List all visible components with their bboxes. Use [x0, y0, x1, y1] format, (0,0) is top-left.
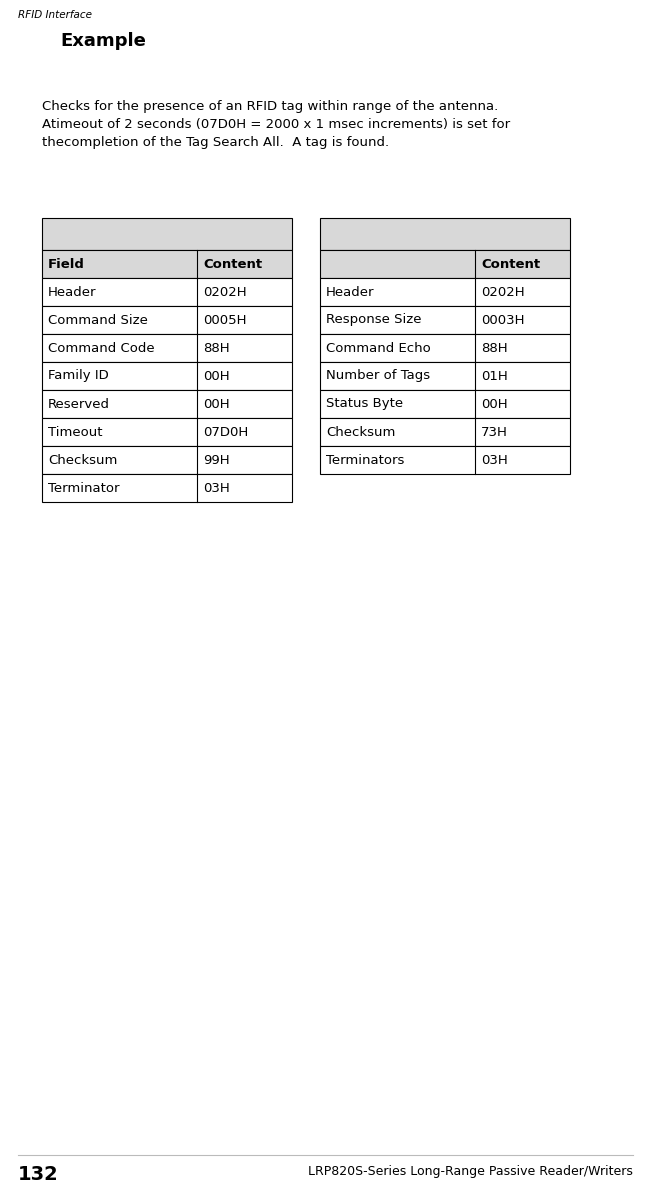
Bar [320, 218, 570, 251]
Bar [42, 446, 292, 474]
Text: thecompletion of the Tag Search All.  A tag is found.: thecompletion of the Tag Search All. A t… [42, 135, 389, 149]
Bar [320, 418, 570, 446]
Text: Header: Header [326, 285, 374, 299]
Bar [42, 362, 292, 390]
Text: Content: Content [203, 258, 262, 271]
Bar [42, 251, 292, 278]
Bar [42, 390, 292, 418]
Bar [320, 390, 570, 418]
Bar [320, 335, 570, 362]
Bar [42, 474, 292, 502]
Text: 88H: 88H [203, 342, 230, 355]
Bar [42, 418, 292, 446]
Bar [42, 335, 292, 362]
Text: Terminator: Terminator [48, 482, 120, 494]
Text: 0202H: 0202H [203, 285, 247, 299]
Text: Content: Content [481, 258, 540, 271]
Text: Family ID: Family ID [48, 369, 109, 382]
Text: Terminators: Terminators [326, 453, 404, 466]
Text: 03H: 03H [481, 453, 508, 466]
Text: 0202H: 0202H [481, 285, 525, 299]
Text: 73H: 73H [481, 426, 508, 439]
Text: Timeout: Timeout [48, 426, 102, 439]
Bar [320, 251, 570, 278]
Bar [42, 218, 292, 251]
Text: 00H: 00H [203, 369, 230, 382]
Text: Number of Tags: Number of Tags [326, 369, 430, 382]
Text: Atimeout of 2 seconds (07D0H = 2000 x 1 msec increments) is set for: Atimeout of 2 seconds (07D0H = 2000 x 1 … [42, 118, 510, 131]
Text: Field: Field [48, 258, 85, 271]
Bar [320, 306, 570, 335]
Text: Response Size: Response Size [326, 313, 421, 326]
Text: Checksum: Checksum [326, 426, 395, 439]
Bar [42, 278, 292, 306]
Text: RFID Interface: RFID Interface [18, 10, 92, 20]
Text: Checks for the presence of an RFID tag within range of the antenna.: Checks for the presence of an RFID tag w… [42, 100, 498, 113]
Text: 0005H: 0005H [203, 313, 247, 326]
Text: 00H: 00H [481, 398, 508, 410]
Text: 03H: 03H [203, 482, 230, 494]
Bar [320, 446, 570, 474]
Text: Command Code: Command Code [48, 342, 155, 355]
Text: Status Byte: Status Byte [326, 398, 403, 410]
Text: Command Size: Command Size [48, 313, 148, 326]
Text: 99H: 99H [203, 453, 230, 466]
Text: 01H: 01H [481, 369, 508, 382]
Bar [42, 306, 292, 335]
Text: Example: Example [60, 32, 146, 50]
Text: Checksum: Checksum [48, 453, 117, 466]
Text: 132: 132 [18, 1165, 59, 1183]
Text: 00H: 00H [203, 398, 230, 410]
Text: LRP820S-Series Long-Range Passive Reader/Writers: LRP820S-Series Long-Range Passive Reader… [308, 1165, 633, 1177]
Text: 88H: 88H [481, 342, 508, 355]
Bar [320, 278, 570, 306]
Text: Header: Header [48, 285, 96, 299]
Text: Reserved: Reserved [48, 398, 110, 410]
Bar [320, 362, 570, 390]
Text: 07D0H: 07D0H [203, 426, 248, 439]
Text: Command Echo: Command Echo [326, 342, 431, 355]
Text: 0003H: 0003H [481, 313, 525, 326]
